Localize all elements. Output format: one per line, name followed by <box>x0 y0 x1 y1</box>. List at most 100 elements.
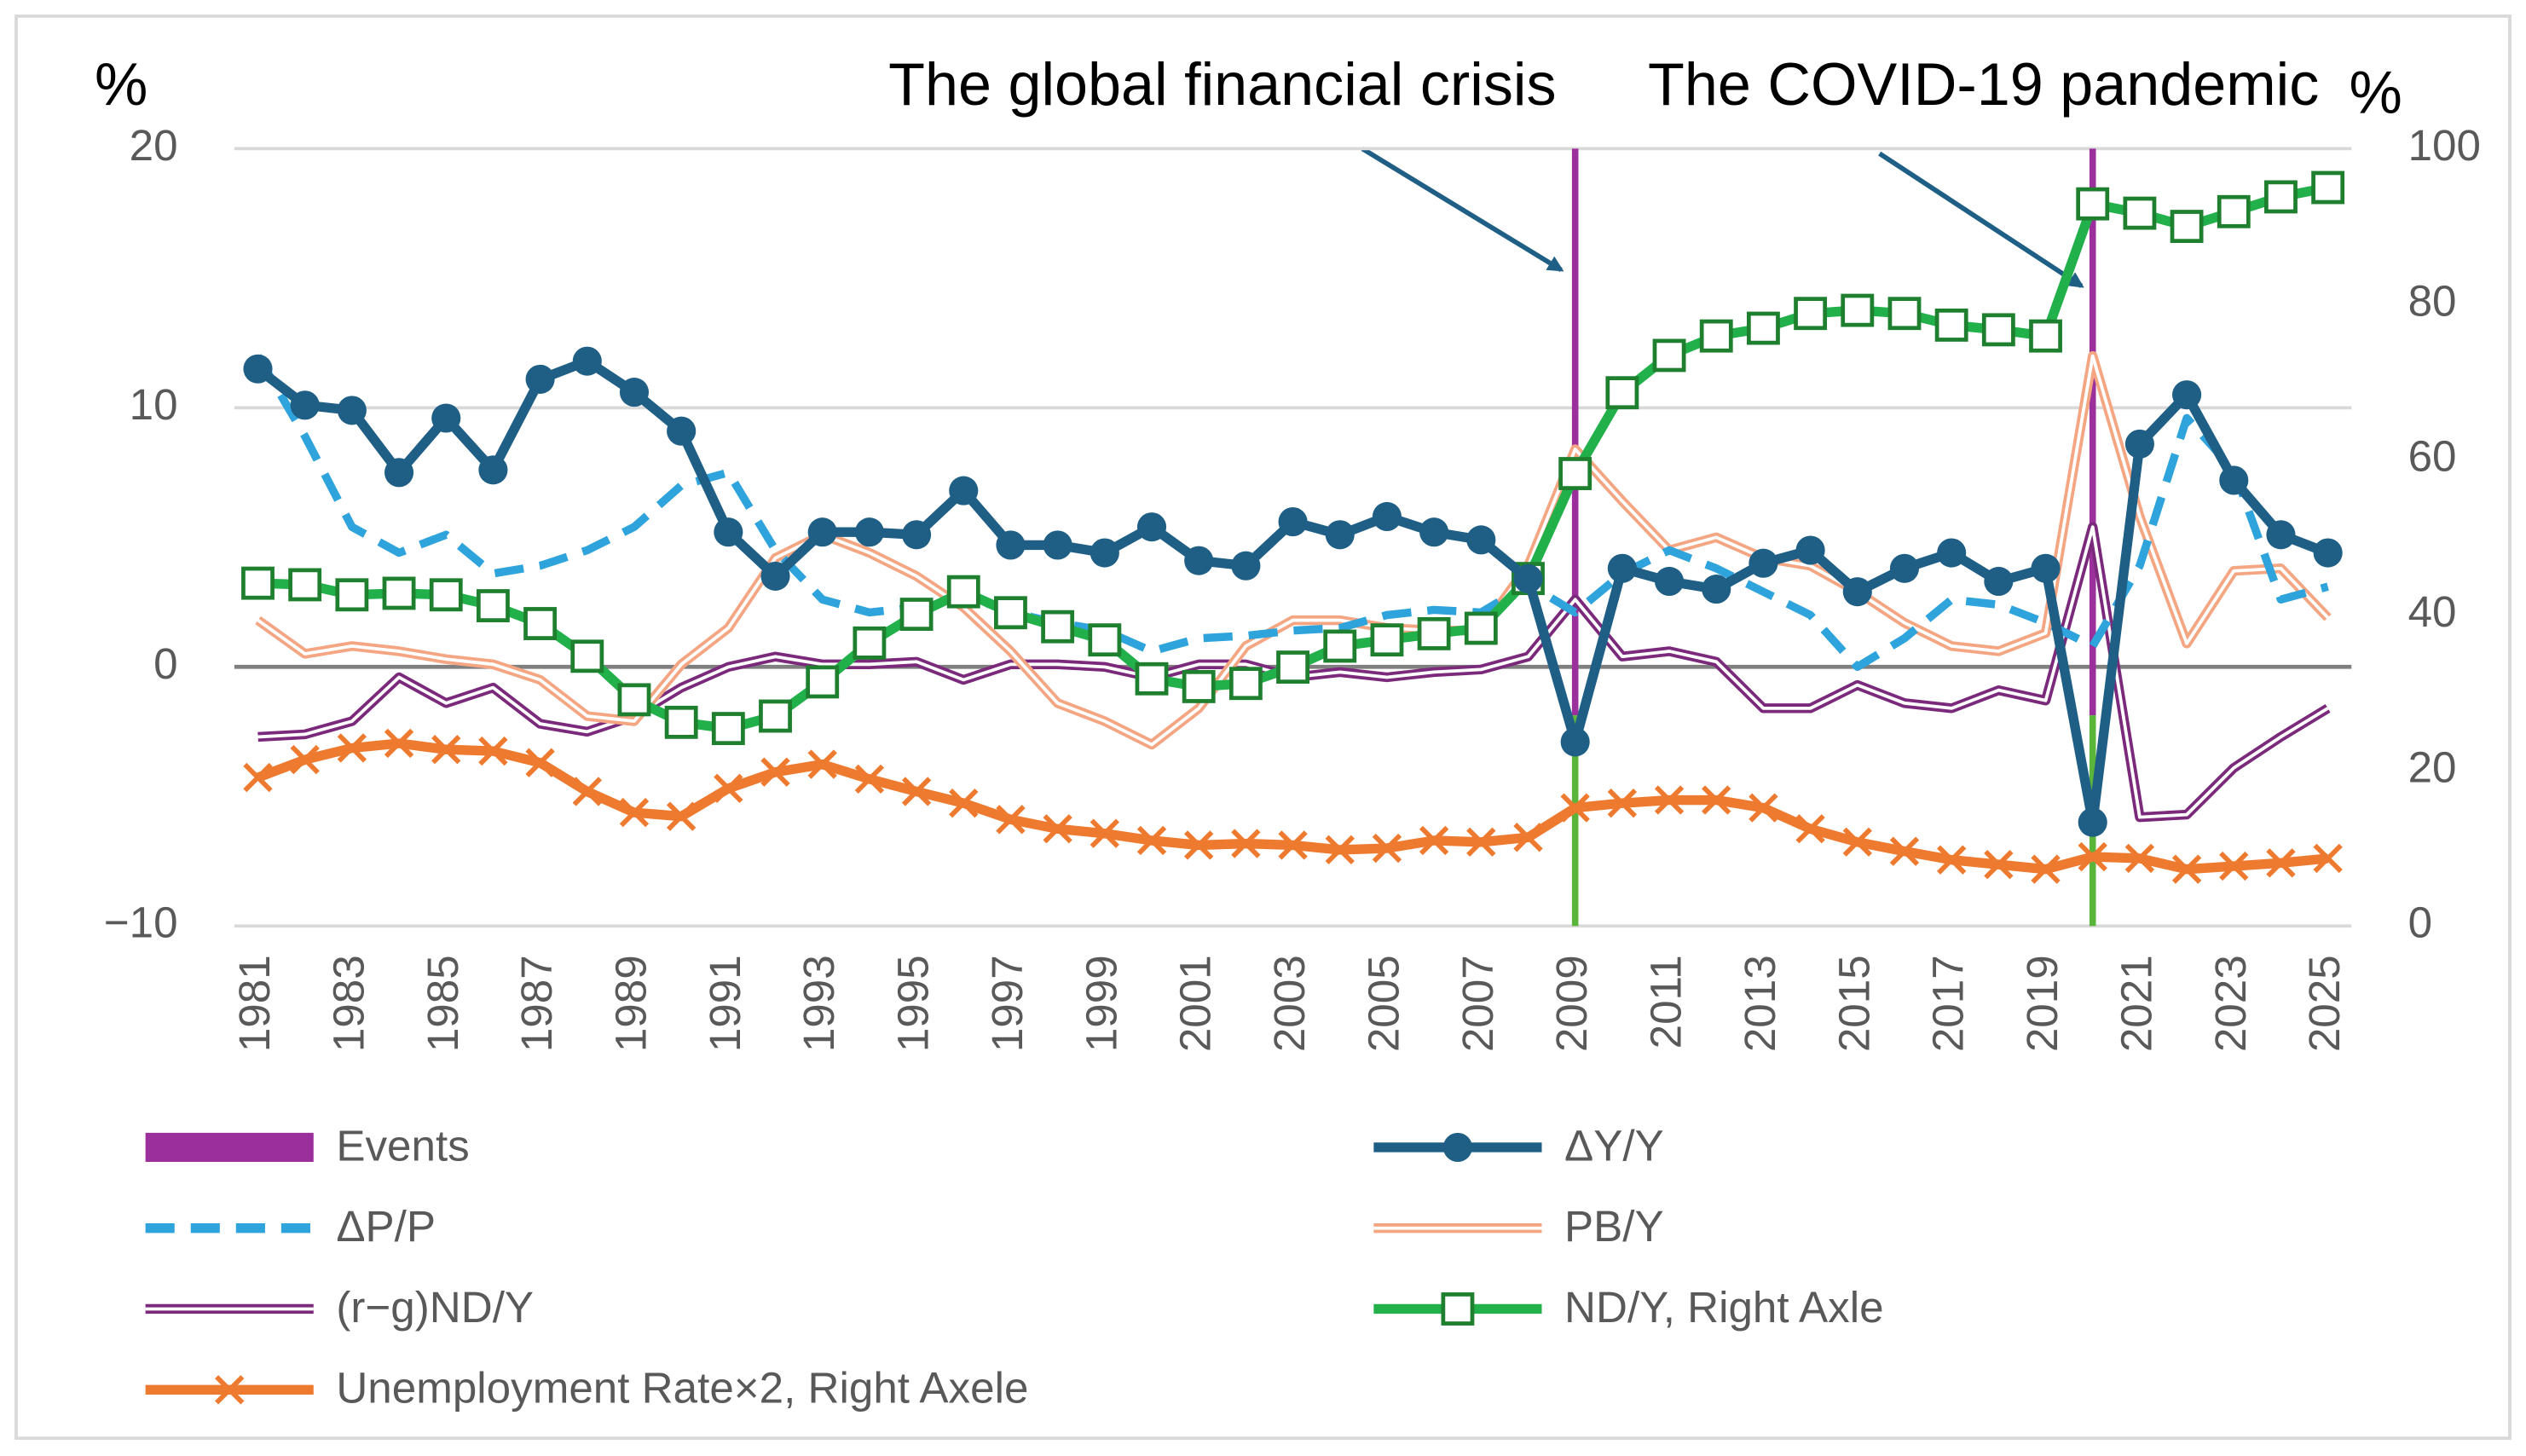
point <box>1607 788 1638 818</box>
point <box>1652 338 1686 373</box>
point <box>1088 623 1122 657</box>
x-tick-label: 1999 <box>1077 955 1125 1052</box>
point <box>1231 829 1261 858</box>
point <box>2266 848 2296 878</box>
point <box>2078 807 2107 837</box>
annotation-arrow <box>1361 146 1564 273</box>
legend-label: Unemployment Rate×2, Right Axele <box>336 1364 1028 1413</box>
point <box>2171 854 2202 884</box>
y2-tick-label: 60 <box>2408 432 2457 481</box>
point <box>996 530 1026 560</box>
point <box>337 396 367 425</box>
point <box>2219 465 2249 495</box>
point <box>949 476 979 506</box>
x-tick-label: 1989 <box>606 955 655 1052</box>
point <box>2123 196 2157 230</box>
point <box>667 416 697 446</box>
point <box>525 364 555 394</box>
y-tick-label: 0 <box>153 639 177 688</box>
point <box>1136 512 1167 542</box>
point <box>1184 546 1214 575</box>
point <box>2313 843 2343 874</box>
point <box>1702 575 1731 604</box>
point <box>290 390 320 420</box>
point <box>476 589 510 622</box>
y2-tick-label: 80 <box>2408 276 2457 325</box>
point <box>902 520 932 550</box>
point <box>714 517 743 547</box>
point <box>2076 187 2110 221</box>
point <box>1372 833 1402 864</box>
point <box>523 607 558 640</box>
x-tick-label: 2019 <box>2018 955 2066 1052</box>
point <box>1228 667 1263 701</box>
point <box>2313 538 2343 568</box>
legend-label: ND/Y, Right Axle <box>1564 1283 1884 1332</box>
y-tick-label: −10 <box>104 898 178 947</box>
point <box>1513 563 1543 594</box>
point <box>429 578 463 612</box>
point <box>570 639 604 673</box>
point <box>1182 669 1216 703</box>
point <box>1325 520 1355 550</box>
point <box>1842 577 1872 607</box>
point <box>1464 611 1498 645</box>
point <box>572 346 602 376</box>
point <box>1749 793 1778 823</box>
point <box>1323 629 1357 663</box>
point <box>1842 827 1872 857</box>
point <box>1887 297 1922 331</box>
point <box>666 801 697 831</box>
point <box>2311 170 2345 205</box>
point <box>2031 854 2061 884</box>
x-tick-label: 2001 <box>1171 955 1220 1052</box>
point <box>1794 297 1828 331</box>
x-tick-label: 2021 <box>2112 955 2160 1052</box>
point <box>1934 308 1968 342</box>
point <box>2031 553 2061 583</box>
point <box>996 805 1026 835</box>
point <box>806 665 840 699</box>
series-line-inner <box>257 354 2329 747</box>
point <box>619 797 650 828</box>
point <box>760 757 790 787</box>
point <box>478 736 508 766</box>
y-tick-label: 10 <box>130 380 178 429</box>
point <box>243 762 273 793</box>
point <box>1560 727 1590 757</box>
y2-tick-label: 0 <box>2408 898 2432 947</box>
point <box>1419 825 1449 856</box>
point <box>949 788 979 818</box>
point <box>1889 553 1920 583</box>
x-tick-label: 2003 <box>1265 955 1314 1052</box>
point <box>854 517 884 547</box>
point <box>1746 311 1780 345</box>
legend-label: ΔY/Y <box>1564 1121 1664 1170</box>
point <box>1795 535 1825 565</box>
point <box>1981 313 2015 347</box>
point <box>572 777 602 806</box>
point <box>1513 823 1543 852</box>
point <box>1654 785 1685 815</box>
point <box>946 575 980 609</box>
point <box>1841 293 1875 327</box>
x-tick-label: 1983 <box>324 955 373 1052</box>
point <box>478 455 508 485</box>
point <box>2172 380 2202 410</box>
point <box>1466 827 1496 857</box>
point <box>241 566 275 600</box>
point <box>2266 520 2296 550</box>
point <box>807 517 837 547</box>
legend-swatch <box>145 1132 314 1162</box>
point <box>384 728 414 759</box>
point <box>854 764 885 794</box>
point <box>994 596 1027 630</box>
point <box>1276 650 1310 685</box>
point <box>1184 830 1214 860</box>
point <box>1654 566 1685 597</box>
x-tick-label: 2013 <box>1736 955 1784 1052</box>
point <box>1466 525 1496 555</box>
point <box>1749 548 1778 578</box>
y-tick-label: 20 <box>130 121 178 170</box>
point <box>1043 814 1072 844</box>
